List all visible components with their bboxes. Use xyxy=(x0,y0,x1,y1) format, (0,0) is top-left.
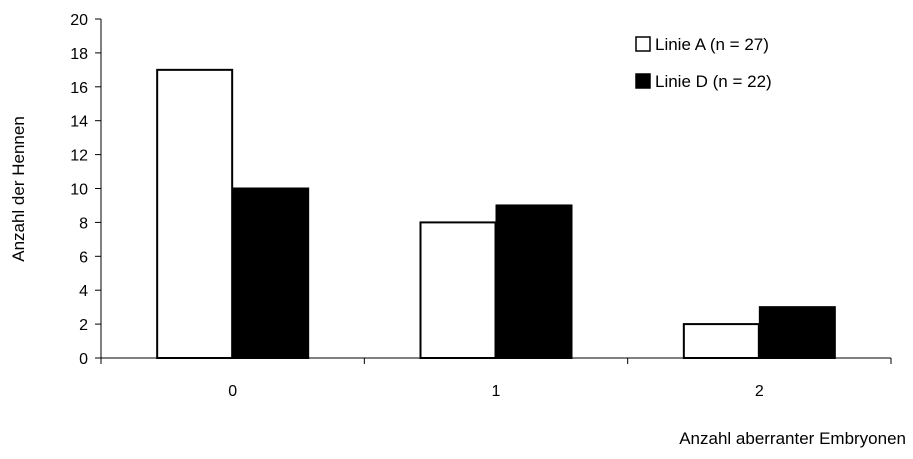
x-tick-label: 1 xyxy=(492,383,501,400)
legend-label-series-d: Linie D (n = 22) xyxy=(655,72,772,91)
legend: Linie A (n = 27) Linie D (n = 22) xyxy=(635,35,772,91)
y-tick-label: 4 xyxy=(79,283,88,300)
y-tick-label: 20 xyxy=(70,12,88,29)
y-axis-title: Anzahl der Hennen xyxy=(9,116,28,262)
bar-series-d xyxy=(232,187,310,359)
y-tick-label: 10 xyxy=(70,182,88,199)
y-tick-label: 2 xyxy=(79,317,88,334)
x-axis-title: Anzahl aberranter Embryonen xyxy=(679,429,906,448)
y-tick-label: 18 xyxy=(70,46,88,63)
bar-series-a xyxy=(156,68,234,359)
legend-label-series-a: Linie A (n = 27) xyxy=(655,35,769,54)
y-tick-label: 12 xyxy=(70,148,88,165)
x-tick-label: 2 xyxy=(755,383,764,400)
y-tick-label: 14 xyxy=(70,114,88,131)
bar-series-d xyxy=(495,204,573,359)
bar-series-d xyxy=(758,306,836,359)
bar-series-a xyxy=(419,221,497,359)
legend-swatch-series-d xyxy=(635,73,651,89)
axis-labels: Anzahl der Hennen Anzahl aberranter Embr… xyxy=(9,116,906,448)
y-tick-label: 0 xyxy=(79,351,88,368)
y-tick-label: 8 xyxy=(79,215,88,232)
legend-swatch-series-a xyxy=(635,36,651,52)
bar-series-a xyxy=(682,323,760,360)
y-tick-label: 16 xyxy=(70,80,88,97)
x-tick-label: 0 xyxy=(228,383,237,400)
bars xyxy=(156,68,836,360)
y-tick-label: 6 xyxy=(79,249,88,266)
